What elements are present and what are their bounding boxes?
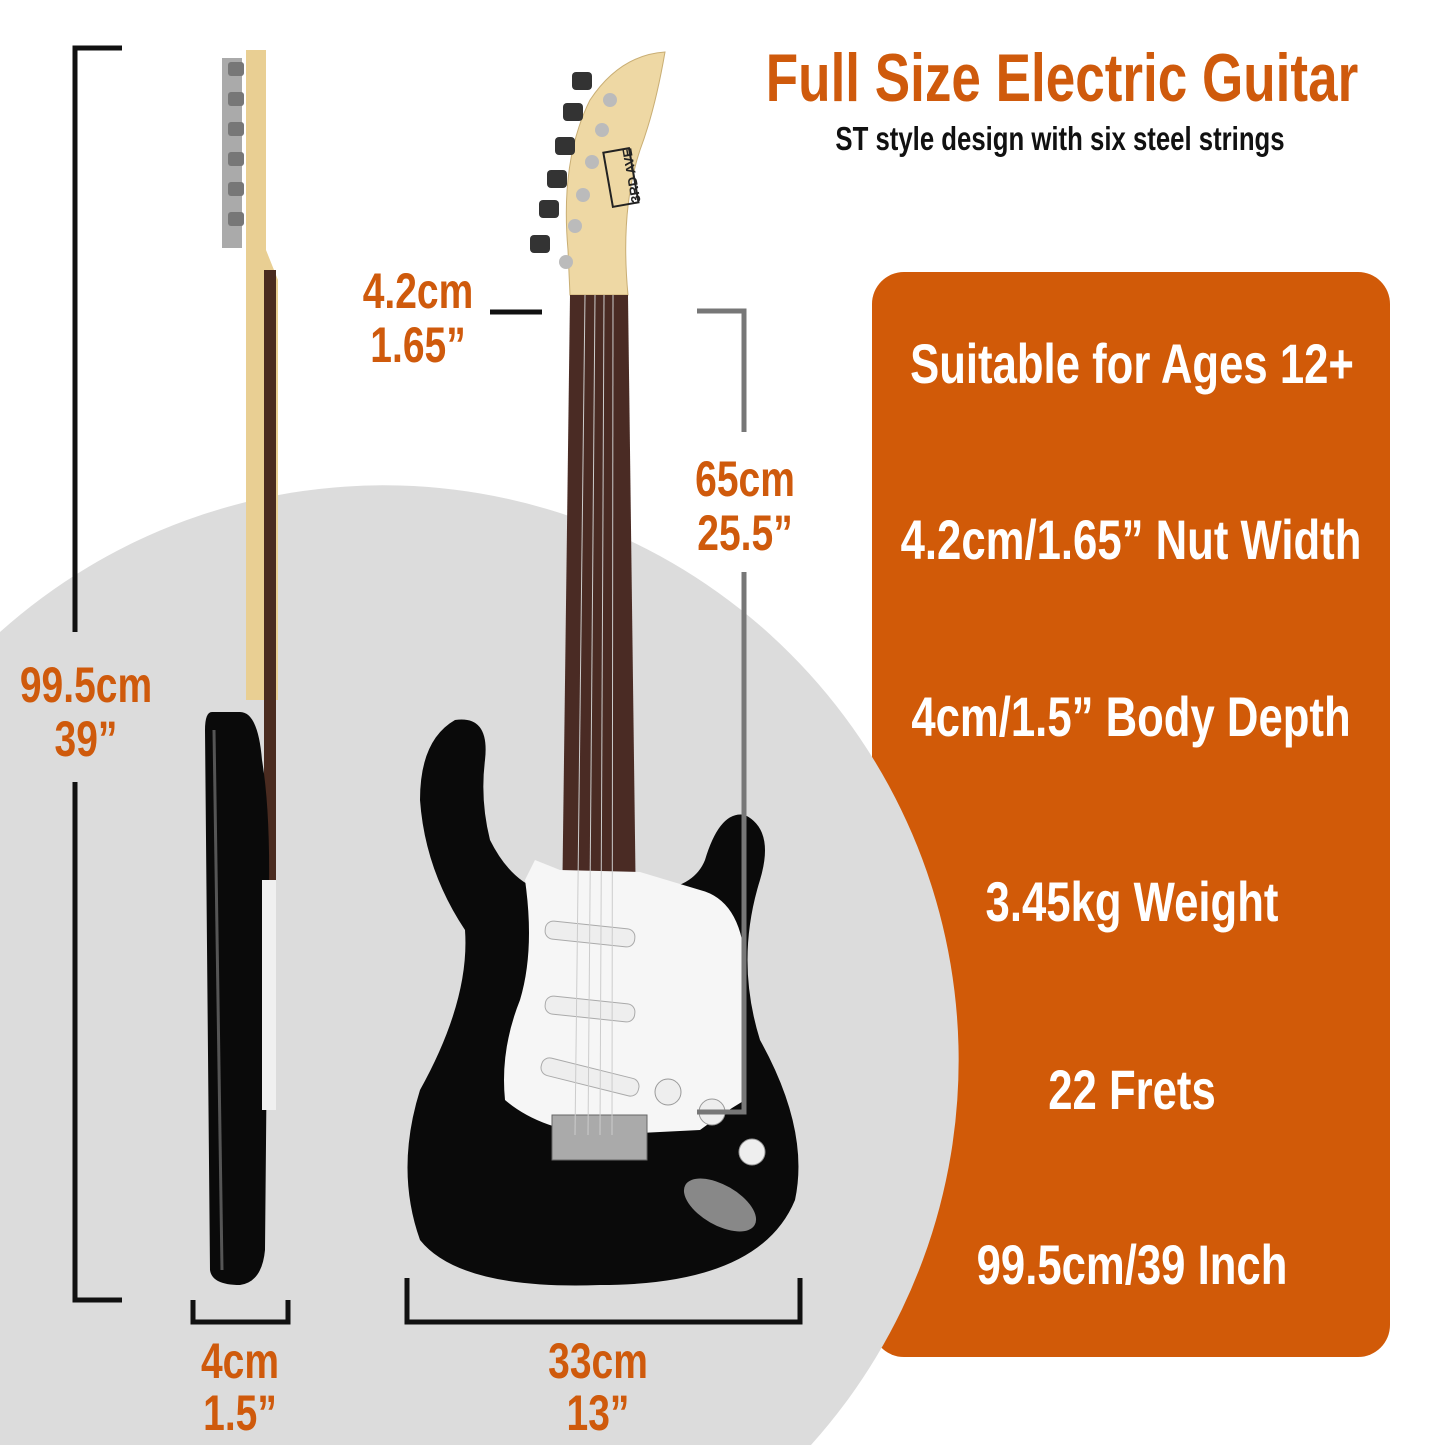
feature-length: 99.5cm/39 Inch: [976, 1233, 1288, 1296]
page-subtitle: ST style design with six steel strings: [835, 120, 1285, 157]
scale-bracket-top: [697, 308, 747, 432]
depth-imperial: 1.5”: [203, 1385, 277, 1441]
feature-body-depth: 4cm/1.5” Body Depth: [911, 685, 1351, 748]
feature-frets: 22 Frets: [1048, 1058, 1216, 1121]
features-panel: [872, 272, 1390, 1357]
headstock: [565, 51, 666, 296]
guitar-front-view: [407, 51, 799, 1286]
length-metric: 99.5cm: [19, 657, 153, 713]
width-bracket: [404, 1278, 803, 1325]
width-metric: 33cm: [548, 1333, 648, 1389]
scale-metric: 65cm: [695, 451, 795, 507]
length-bracket-bottom: [72, 782, 122, 1303]
width-imperial: 13”: [566, 1385, 630, 1441]
nut-width-metric: 4.2cm: [362, 263, 474, 319]
feature-nut-width: 4.2cm/1.65” Nut Width: [900, 508, 1362, 571]
fretboard: [562, 295, 636, 915]
bridge: [551, 1114, 648, 1161]
guitar-side-view: [205, 50, 278, 1285]
page-title: Full Size Electric Guitar: [765, 40, 1359, 116]
scale-imperial: 25.5”: [697, 505, 793, 561]
length-bracket-top: [72, 45, 122, 632]
depth-metric: 4cm: [200, 1333, 280, 1389]
depth-bracket: [190, 1300, 291, 1325]
feature-ages: Suitable for Ages 12+: [910, 332, 1354, 395]
feature-weight: 3.45kg Weight: [985, 870, 1279, 933]
nut-width-imperial: 1.65”: [370, 317, 466, 373]
length-imperial: 39”: [54, 711, 118, 767]
scale-bracket-bottom: [697, 572, 747, 1115]
